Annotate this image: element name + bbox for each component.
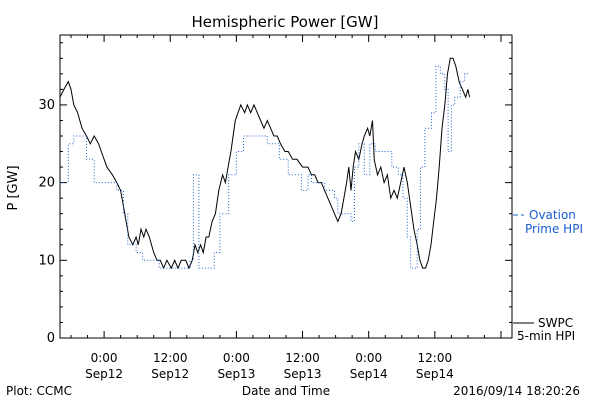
- x-axis-ticks: 0:00 Sep12 12:00 Sep12 0:00 Sep13 12:00 Sep13 0:…: [70, 35, 502, 381]
- footer-plot-credit: Plot: CCMC: [6, 384, 72, 398]
- x-tick-time-label: 0:00: [91, 351, 118, 365]
- y-tick-label: 20: [38, 176, 55, 191]
- y-tick-label: 30: [38, 98, 55, 113]
- series-layer: [59, 57, 471, 270]
- plot-frame: [59, 34, 513, 339]
- x-tick-time-label: 12:00: [285, 351, 320, 365]
- x-tick-time-label: 12:00: [418, 351, 453, 365]
- chart-title: Hemispheric Power [GW]: [192, 13, 379, 31]
- series-ovation-line: [60, 65, 470, 269]
- y-tick-label: 10: [38, 253, 55, 268]
- legend: Ovation Prime HPI SWPC 5-min HPI: [513, 208, 583, 343]
- x-tick-date-label: Sep14: [416, 367, 454, 381]
- x-tick-time-label: 12:00: [153, 351, 188, 365]
- series-swpc-line: [59, 57, 471, 270]
- footer-timestamp: 2016/09/14 18:20:26: [453, 384, 580, 398]
- x-tick-date-label: Sep13: [284, 367, 322, 381]
- y-axis-label: P [GW]: [6, 165, 21, 210]
- x-axis-label: Date and Time: [242, 384, 330, 398]
- legend-swpc-line2: 5-min HPI: [517, 329, 575, 343]
- y-axis-ticks: 0 10 20 30: [38, 42, 512, 346]
- x-tick-date-label: Sep12: [151, 367, 189, 381]
- legend-ovation-line2: Prime HPI: [525, 222, 583, 236]
- y-tick-label: 0: [47, 331, 55, 346]
- x-tick-time-label: 0:00: [355, 351, 382, 365]
- x-tick-date-label: Sep12: [85, 367, 123, 381]
- legend-swpc-line1: SWPC: [538, 316, 573, 330]
- x-tick-time-label: 0:00: [223, 351, 250, 365]
- legend-ovation-line1: Ovation: [529, 208, 576, 222]
- x-tick-date-label: Sep14: [350, 367, 388, 381]
- x-tick-date-label: Sep13: [217, 367, 255, 381]
